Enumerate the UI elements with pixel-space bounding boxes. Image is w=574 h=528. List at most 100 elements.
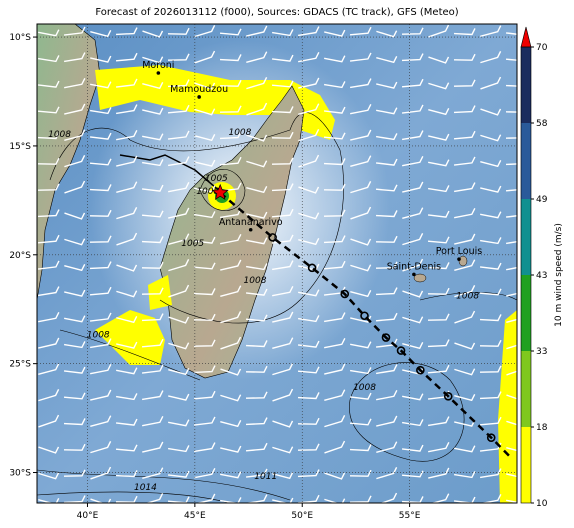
wind-barb: [324, 498, 346, 503]
wind-barb: [193, 416, 216, 426]
isobar: [419, 292, 517, 301]
wind-barb: [324, 55, 346, 63]
wind-barb: [63, 469, 86, 477]
wind-barb: [141, 364, 164, 374]
wind-barb: [271, 208, 294, 218]
wind-barb: [141, 287, 164, 295]
wind-barb: [506, 370, 517, 376]
wind-barb: [141, 184, 164, 192]
wind-barb: [376, 364, 398, 375]
wind-area: [95, 65, 335, 140]
wind-barb: [349, 469, 372, 477]
wind-barb: [141, 261, 164, 269]
wind-barb: [90, 498, 112, 503]
track-point: [268, 233, 277, 242]
wind-barb: [193, 313, 216, 321]
wind-barb: [428, 467, 450, 479]
wind-barb: [272, 260, 294, 271]
track-point: [381, 333, 391, 342]
wind-barb: [116, 129, 138, 141]
wind-barb: [350, 181, 372, 194]
wind-barb: [402, 342, 424, 350]
wind-barb: [427, 339, 450, 348]
wind-barb: [37, 234, 60, 244]
city-dot: [457, 257, 461, 261]
isobar-label: 1008: [196, 187, 219, 197]
wind-barb: [115, 444, 138, 452]
wind-barb: [506, 446, 517, 452]
wind-barb: [245, 468, 268, 478]
wind-area: [498, 310, 517, 503]
wind-barb: [116, 341, 138, 349]
wind-barb: [323, 260, 346, 270]
wind-barb: [142, 415, 164, 427]
wind-barb: [402, 130, 424, 141]
wind-barb: [116, 393, 138, 401]
wind-barb: [90, 363, 112, 375]
wind-barb: [246, 186, 268, 194]
past-track: [119, 154, 223, 194]
wind-barb: [324, 312, 346, 323]
track-point: [416, 365, 425, 375]
wind-barb: [141, 236, 164, 244]
wind-barb: [245, 340, 268, 348]
wind-barb: [246, 134, 268, 142]
wind-barb: [454, 182, 476, 193]
wind-barb: [376, 133, 398, 141]
colorbar-tick-label: 58: [536, 119, 548, 129]
wind-barb: [376, 81, 398, 89]
city-dot: [197, 95, 201, 99]
wind-barb: [323, 235, 346, 244]
wind-barb: [402, 316, 424, 324]
wind-barb: [116, 367, 138, 375]
wind-barb: [427, 364, 450, 374]
wind-barb: [38, 446, 60, 454]
wind-barb: [454, 259, 476, 272]
wind-barb: [376, 107, 398, 115]
wind-barb: [402, 393, 424, 401]
x-tick-label: 40°E: [77, 511, 99, 521]
city-dot: [248, 227, 253, 232]
wind-barb: [142, 441, 164, 453]
wind-barb: [402, 207, 424, 220]
wind-barb: [272, 388, 294, 402]
wind-barb: [479, 262, 502, 270]
wind-barb: [220, 445, 242, 453]
wind-barb: [506, 318, 517, 324]
wind-barb: [298, 129, 320, 142]
wind-barb: [38, 337, 60, 349]
colorbar-segment: [521, 275, 531, 351]
wind-barb: [142, 390, 164, 401]
wind-barb: [245, 391, 268, 399]
track-point: [396, 346, 406, 355]
track-point: [486, 433, 496, 442]
wind-barb: [454, 342, 476, 350]
city-label: Antananarivo: [219, 217, 283, 228]
wind-barb: [194, 467, 216, 479]
wind-barb: [115, 470, 138, 478]
wind-barb: [376, 56, 398, 64]
wind-barb: [63, 495, 86, 503]
city-label: Moroni: [142, 60, 174, 71]
wind-barb: [454, 368, 476, 376]
track-point: [443, 392, 453, 401]
wind-barb: [297, 340, 320, 348]
wind-barb: [116, 290, 138, 298]
wind-barb: [194, 134, 216, 142]
wind-barb: [37, 132, 60, 140]
wind-barb: [90, 338, 112, 349]
wind-barb: [324, 337, 346, 349]
wind-barb: [220, 311, 242, 324]
wind-barb: [298, 103, 320, 116]
isobars: [37, 112, 517, 503]
wind-barb: [194, 185, 216, 193]
wind-barb: [64, 289, 86, 297]
wind-barb: [506, 292, 517, 297]
wind-barb: [454, 471, 476, 479]
wind-barb: [454, 207, 476, 219]
wind-barb: [64, 129, 86, 142]
wind-barb: [324, 81, 346, 89]
forecast-track: [219, 191, 512, 459]
track-point: [307, 263, 317, 273]
frame: [36, 23, 518, 504]
